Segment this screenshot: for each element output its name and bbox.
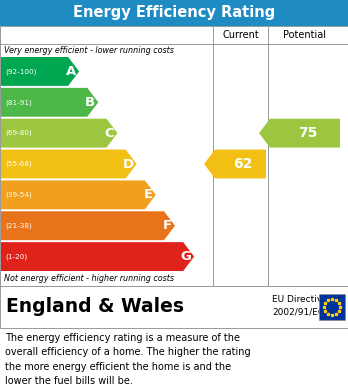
Polygon shape (1, 150, 137, 178)
Text: 75: 75 (298, 126, 317, 140)
Polygon shape (1, 180, 156, 209)
Text: 62: 62 (234, 157, 253, 171)
Text: The energy efficiency rating is a measure of the
overall efficiency of a home. T: The energy efficiency rating is a measur… (5, 333, 251, 386)
Text: G: G (180, 250, 191, 263)
Text: (55-68): (55-68) (5, 161, 32, 167)
Text: Energy Efficiency Rating: Energy Efficiency Rating (73, 5, 275, 20)
Text: Not energy efficient - higher running costs: Not energy efficient - higher running co… (4, 274, 174, 283)
Polygon shape (1, 211, 175, 240)
Text: (81-91): (81-91) (5, 99, 32, 106)
Text: (1-20): (1-20) (5, 253, 27, 260)
Text: C: C (105, 127, 114, 140)
Bar (0, 286, 348, 328)
Text: EU Directive
2002/91/EC: EU Directive 2002/91/EC (272, 295, 328, 317)
Text: (69-80): (69-80) (5, 130, 32, 136)
Text: Potential: Potential (284, 30, 326, 40)
Text: England & Wales: England & Wales (6, 298, 184, 316)
Text: (39-54): (39-54) (5, 192, 32, 198)
Text: A: A (66, 65, 76, 78)
Text: B: B (85, 96, 95, 109)
Text: F: F (163, 219, 172, 232)
Text: E: E (144, 188, 153, 201)
Polygon shape (1, 57, 79, 86)
Polygon shape (259, 119, 340, 147)
Polygon shape (1, 242, 194, 271)
Text: (21-38): (21-38) (5, 222, 32, 229)
Bar (319, 294, 345, 320)
Text: Current: Current (222, 30, 259, 40)
Polygon shape (204, 150, 266, 178)
Text: D: D (122, 158, 134, 170)
Bar (0, 26, 348, 286)
Polygon shape (1, 88, 98, 117)
Polygon shape (1, 119, 118, 147)
Bar (0, 0, 348, 26)
Text: (92-100): (92-100) (5, 68, 37, 75)
Text: Very energy efficient - lower running costs: Very energy efficient - lower running co… (4, 46, 174, 55)
